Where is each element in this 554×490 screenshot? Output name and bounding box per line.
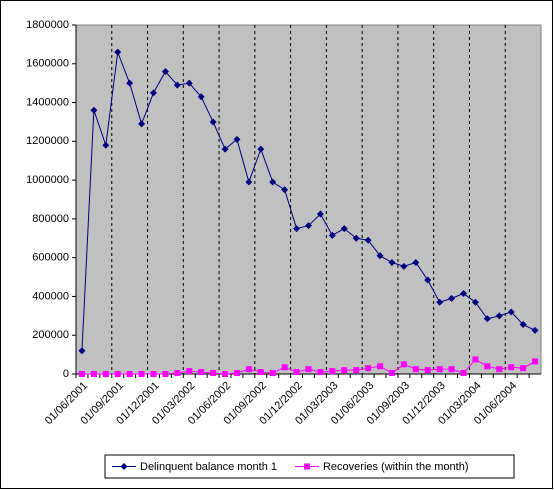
data-point <box>198 369 205 376</box>
data-point <box>233 370 240 377</box>
data-point <box>281 364 288 371</box>
data-point <box>448 366 455 373</box>
data-point <box>377 363 384 370</box>
plot-area <box>75 24 542 375</box>
data-point <box>197 93 205 101</box>
data-point <box>209 118 217 126</box>
data-point <box>185 79 193 87</box>
data-point <box>317 369 324 376</box>
data-point <box>471 298 479 306</box>
y-tick-label: 0 <box>63 368 69 380</box>
y-tick-label: 200000 <box>32 329 69 341</box>
data-point <box>424 276 432 284</box>
data-point <box>424 367 431 374</box>
data-point <box>90 371 97 377</box>
y-tick-label: 400000 <box>32 290 69 302</box>
data-point <box>531 326 539 334</box>
data-point <box>520 365 527 372</box>
data-point <box>269 178 277 186</box>
data-point <box>448 294 456 302</box>
data-point <box>353 367 360 374</box>
y-tick-label: 800000 <box>32 213 69 225</box>
data-point <box>161 68 169 76</box>
data-point <box>400 262 408 270</box>
data-point <box>305 366 312 373</box>
data-point <box>162 371 169 377</box>
data-point <box>412 259 420 267</box>
legend-marker <box>303 463 310 470</box>
data-point <box>293 225 301 233</box>
data-point <box>460 370 467 377</box>
data-point <box>233 135 241 143</box>
data-point <box>328 231 336 239</box>
data-point <box>138 120 146 128</box>
data-point <box>245 366 252 373</box>
y-tick-label: 1600000 <box>26 58 69 70</box>
data-point <box>150 89 157 97</box>
legend-label: Delinquent balance month 1 <box>140 461 277 473</box>
data-point <box>78 347 86 355</box>
data-point <box>496 366 503 373</box>
data-point <box>281 186 289 194</box>
data-point <box>388 259 396 267</box>
data-point <box>305 222 312 230</box>
data-point <box>340 225 348 233</box>
data-point <box>138 371 145 377</box>
data-point <box>364 236 372 244</box>
data-point <box>186 368 193 375</box>
data-point <box>388 370 395 377</box>
data-point <box>245 178 253 186</box>
data-point <box>436 298 444 306</box>
data-point <box>483 315 491 323</box>
data-point <box>436 366 443 373</box>
y-tick-label: 600000 <box>32 252 69 264</box>
data-point <box>173 81 181 89</box>
y-tick-label: 1800000 <box>26 19 69 31</box>
data-point <box>316 210 324 218</box>
data-point <box>293 369 300 376</box>
data-point <box>210 370 217 377</box>
data-point <box>365 365 372 372</box>
y-tick-label: 1200000 <box>26 135 69 147</box>
data-point <box>400 361 407 368</box>
data-point <box>102 371 109 377</box>
data-point <box>126 79 134 87</box>
data-point <box>114 48 122 56</box>
y-tick-label: 1000000 <box>26 174 69 186</box>
legend: Delinquent balance month 1 Recoveries (wi… <box>104 454 515 479</box>
data-point <box>78 371 85 377</box>
data-point <box>102 141 110 149</box>
data-point <box>341 367 348 374</box>
data-point <box>484 363 491 370</box>
data-point <box>222 371 229 377</box>
data-point <box>150 371 157 377</box>
legend-marker <box>120 463 128 470</box>
data-point <box>352 234 360 242</box>
data-point <box>507 308 515 316</box>
data-point <box>174 370 181 377</box>
data-point <box>114 371 121 377</box>
data-point <box>221 145 229 153</box>
y-tick-label: 1400000 <box>26 96 69 108</box>
data-point <box>376 252 384 260</box>
data-point <box>495 312 503 320</box>
data-point <box>126 371 133 377</box>
data-point <box>90 106 98 114</box>
data-point <box>472 356 479 363</box>
data-point <box>460 290 467 298</box>
data-point <box>532 358 539 365</box>
legend-label: Recoveries (within the month) <box>323 461 469 473</box>
data-point <box>508 364 515 371</box>
data-point <box>269 370 276 377</box>
data-point <box>257 145 265 153</box>
data-point <box>519 321 527 329</box>
data-point <box>257 369 264 376</box>
data-point <box>329 368 336 375</box>
data-point <box>412 366 419 373</box>
